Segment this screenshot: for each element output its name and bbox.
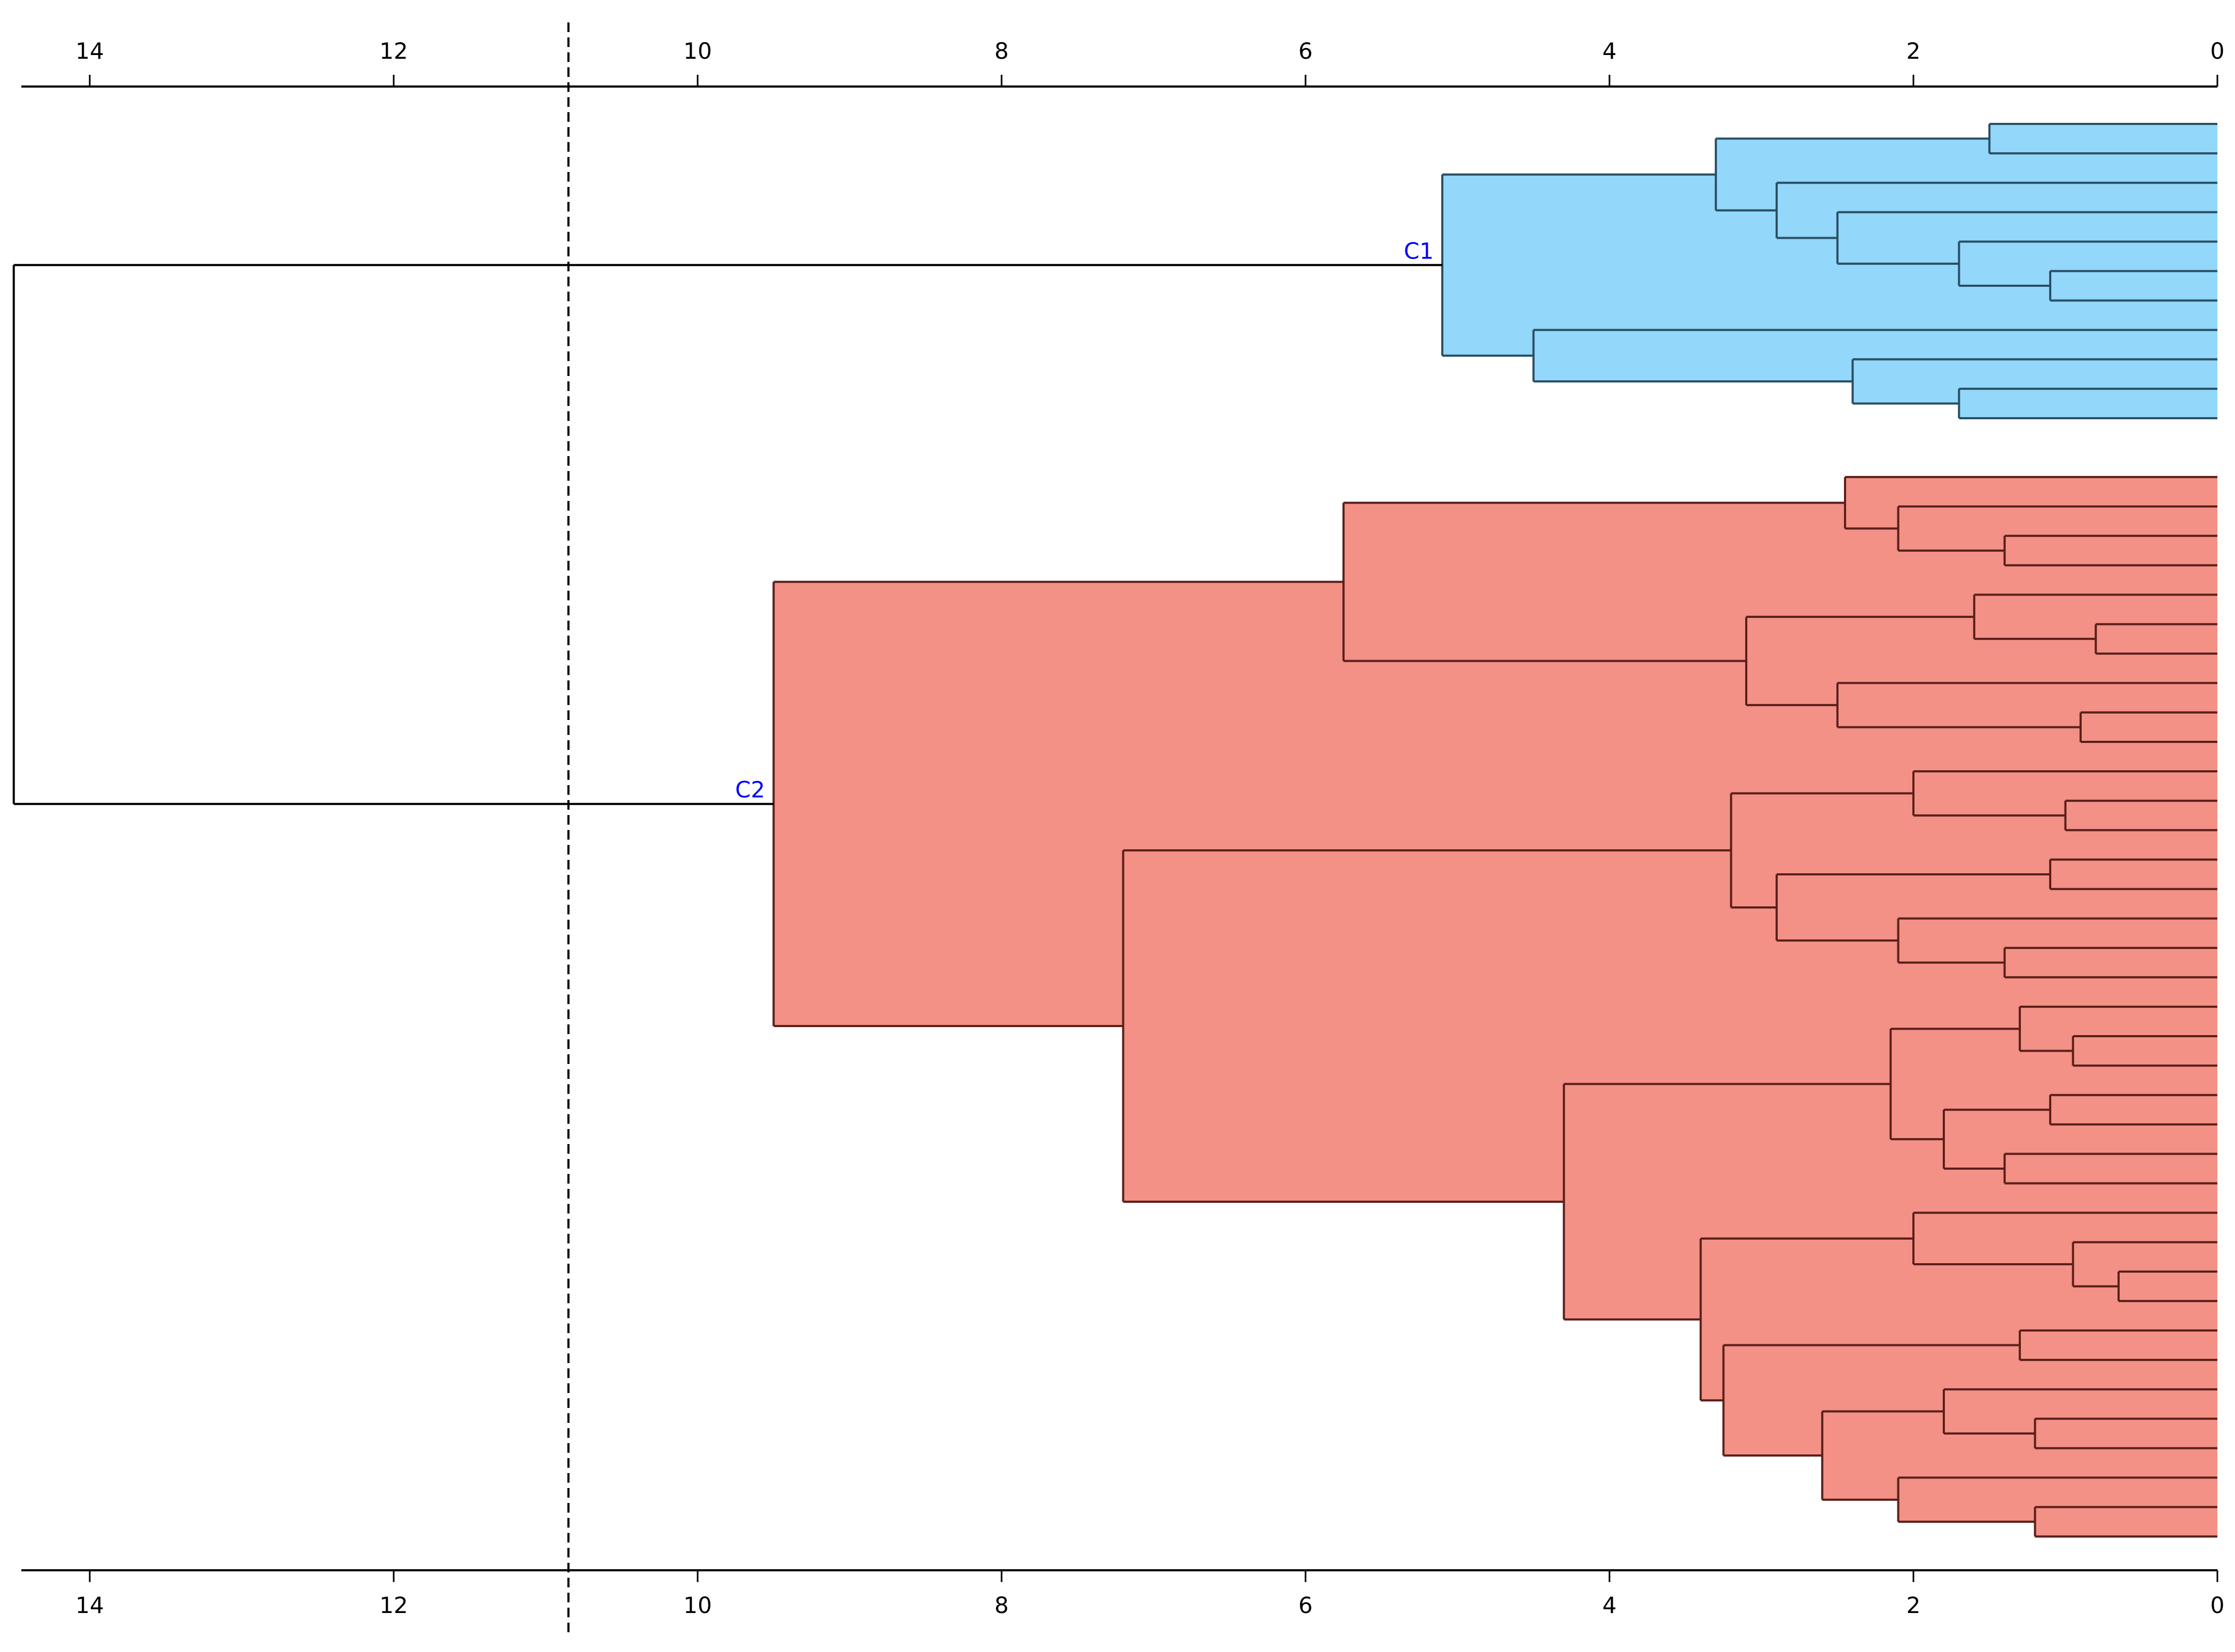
axis-tick-label-bottom: 8 bbox=[995, 1592, 1009, 1618]
cluster-fill-block bbox=[2065, 801, 2217, 831]
axis-tick-label-bottom: 0 bbox=[2210, 1592, 2225, 1618]
cluster-fill-block bbox=[1959, 388, 2217, 418]
axis-tick-label-bottom: 6 bbox=[1299, 1592, 1313, 1618]
axis-tick-label-top: 10 bbox=[683, 38, 712, 64]
cluster-fill-block bbox=[2004, 536, 2217, 566]
cluster-fill-block bbox=[2020, 1330, 2217, 1360]
cluster-fill-block bbox=[2050, 1095, 2217, 1125]
axis-tick-label-top: 2 bbox=[1906, 38, 1921, 64]
cluster-label-c1: C1 bbox=[1404, 238, 1434, 264]
cluster-fill-block bbox=[2004, 948, 2217, 977]
cluster-fill-block bbox=[2004, 1154, 2217, 1184]
axis-tick-label-top: 14 bbox=[75, 38, 104, 64]
cluster-fill-block bbox=[2035, 1419, 2217, 1449]
axes: 14 12 10 8 6 4 2 0 14 12 10 8 6 4 2 0 bbox=[21, 38, 2224, 1618]
axis-tick-label-bottom: 14 bbox=[75, 1592, 104, 1618]
axis-tick-label-bottom: 2 bbox=[1906, 1592, 1921, 1618]
cluster-fill-block bbox=[2096, 624, 2217, 654]
cluster-label-c2: C2 bbox=[735, 777, 765, 803]
axis-tick-label-bottom: 4 bbox=[1603, 1592, 1617, 1618]
axis-tick-label-top: 6 bbox=[1299, 38, 1313, 64]
cluster-fills bbox=[773, 124, 2217, 1537]
axis-tick-label-top: 4 bbox=[1603, 38, 1617, 64]
cluster-links bbox=[772, 123, 2217, 1538]
axis-tick-label-bottom: 12 bbox=[379, 1592, 408, 1618]
cluster-labels: C1 C2 bbox=[735, 238, 1434, 803]
cluster-fill-block bbox=[2035, 1507, 2217, 1537]
axis-tick-label-bottom: 10 bbox=[683, 1592, 712, 1618]
cluster-fill-block bbox=[2050, 271, 2217, 301]
cluster-fill-block bbox=[2050, 859, 2217, 889]
cluster-fill-block bbox=[2073, 1036, 2217, 1066]
axis-tick-label-top: 8 bbox=[995, 38, 1009, 64]
cluster-fill-block bbox=[2119, 1271, 2217, 1301]
axis-tick-label-top: 12 bbox=[379, 38, 408, 64]
cluster-fill-block bbox=[2080, 712, 2217, 742]
root-links bbox=[12, 264, 1443, 805]
axis-tick-label-top: 0 bbox=[2210, 38, 2225, 64]
cluster-fill-block bbox=[1989, 124, 2217, 154]
